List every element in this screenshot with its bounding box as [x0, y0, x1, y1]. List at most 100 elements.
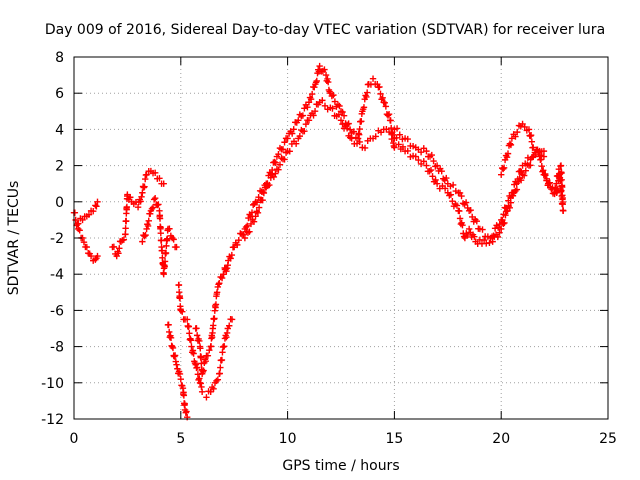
data-point [143, 225, 150, 233]
data-point [165, 321, 172, 328]
x-tick-label: 0 [70, 431, 79, 447]
data-point [460, 233, 468, 240]
data-point [296, 111, 304, 118]
data-point [272, 170, 279, 177]
data-point [339, 108, 346, 116]
data-point [356, 125, 363, 133]
data-point [223, 334, 230, 341]
data-point [447, 191, 455, 198]
data-point [461, 234, 469, 242]
data-point [155, 201, 162, 208]
data-point [176, 295, 184, 302]
data-point [270, 173, 278, 181]
data-point [491, 225, 499, 232]
data-point [528, 138, 536, 145]
series-track-h [203, 316, 236, 401]
data-point [275, 151, 282, 158]
data-point [202, 357, 209, 365]
y-tick-label: 8 [55, 50, 64, 66]
data-point [227, 255, 234, 262]
data-point [423, 147, 430, 155]
series-track-k [391, 125, 548, 242]
x-tick-label: 15 [385, 431, 403, 447]
data-point [200, 367, 207, 374]
data-point [157, 230, 164, 237]
data-point [177, 307, 184, 314]
data-point [387, 124, 395, 132]
data-point [449, 197, 456, 205]
data-point [189, 347, 197, 354]
x-tick-labels: 0 5 10 15 20 25 [70, 431, 617, 447]
data-point [360, 104, 368, 111]
x-tick-label: 5 [176, 431, 185, 447]
data-point [528, 154, 536, 161]
data-point [215, 281, 222, 288]
data-point [94, 252, 101, 260]
data-point [507, 141, 515, 149]
data-point [302, 120, 310, 128]
data-point [514, 128, 521, 136]
data-point [542, 170, 549, 178]
data-point [85, 211, 93, 218]
data-point [540, 167, 547, 174]
data-point [441, 185, 449, 192]
data-point [443, 174, 450, 182]
data-point [141, 232, 148, 240]
data-point [521, 123, 528, 131]
data-point [527, 162, 534, 169]
data-point [498, 225, 505, 233]
data-point [170, 236, 177, 243]
data-point [177, 375, 184, 383]
data-point [322, 71, 330, 79]
data-point [319, 97, 326, 104]
data-point [512, 187, 519, 195]
data-point [246, 228, 253, 235]
data-point [412, 153, 419, 160]
data-point [214, 376, 222, 383]
data-point [282, 149, 290, 156]
data-point [304, 103, 311, 111]
data-point [340, 112, 348, 119]
data-point [473, 218, 480, 225]
data-point [80, 238, 88, 246]
data-point [517, 177, 525, 184]
series-track-i [220, 62, 398, 278]
data-point [115, 250, 122, 257]
data-point [71, 209, 79, 216]
data-point [181, 400, 188, 407]
data-point [139, 189, 146, 196]
data-point [216, 280, 223, 287]
data-point [391, 144, 398, 151]
data-point [260, 189, 268, 197]
data-point [92, 202, 99, 209]
data-point [196, 375, 203, 382]
data-point [396, 131, 403, 138]
data-point [173, 361, 180, 368]
data-point [234, 241, 241, 249]
data-point [507, 199, 515, 206]
data-point [166, 225, 173, 232]
data-point [142, 231, 149, 239]
data-point [183, 408, 190, 415]
data-point [471, 233, 478, 240]
data-point [420, 158, 427, 165]
data-point [122, 225, 129, 232]
data-point [244, 222, 251, 229]
data-point [140, 184, 147, 191]
data-point [259, 197, 266, 204]
data-point [509, 192, 517, 199]
data-point [295, 117, 302, 124]
data-point [151, 194, 159, 202]
data-point [286, 148, 293, 155]
data-point [496, 229, 503, 236]
data-point [331, 98, 339, 105]
chart-title: Day 009 of 2016, Sidereal Day-to-day VTE… [45, 22, 605, 38]
data-point [324, 75, 331, 83]
data-point [387, 117, 394, 124]
series-track-c [109, 167, 167, 260]
series-track-e [175, 281, 206, 396]
y-axis-title: SDTVAR / TECUs [6, 181, 22, 296]
y-tick-label: -8 [50, 340, 64, 356]
data-point [538, 162, 545, 170]
data-point [513, 186, 521, 193]
